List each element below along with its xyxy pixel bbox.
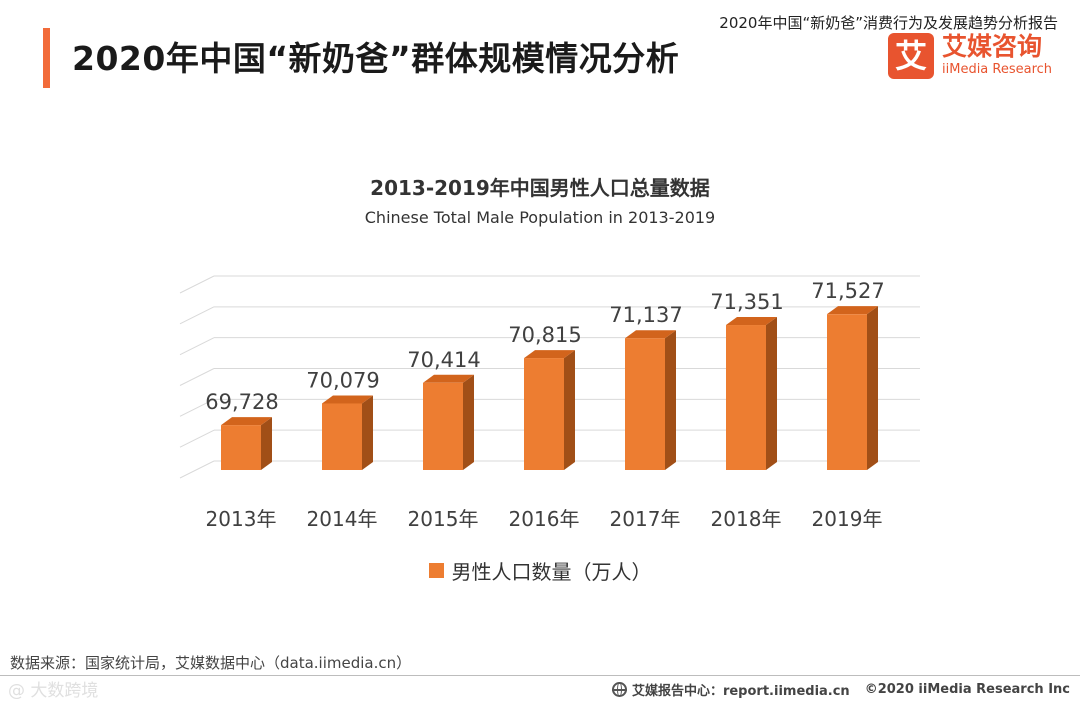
data-label: 71,351 [710, 290, 783, 314]
data-label: 69,728 [205, 390, 278, 414]
iimedia-logo: 艾 艾媒咨询 iiMedia Research [888, 33, 1058, 79]
footer-info: 艾媒报告中心：report.iimedia.cn ©2020 iiMedia R… [611, 680, 1070, 699]
logo-name-cn: 艾媒咨询 [942, 32, 1043, 61]
gridline-depth [179, 429, 215, 448]
data-label: 71,527 [811, 279, 884, 303]
gridline-depth [179, 368, 215, 386]
gridline-depth [179, 275, 215, 294]
bar-side [362, 395, 373, 470]
legend-swatch [428, 563, 444, 578]
bar-top [524, 350, 575, 359]
bar-side [261, 417, 272, 470]
logo-name-en: iiMedia Research [942, 62, 1053, 77]
bar-top [625, 330, 676, 339]
page-title: 2020年中国“新奶爸”群体规模情况分析 [72, 39, 680, 78]
bar-top [423, 374, 474, 383]
watermark: @ 大数跨境 [8, 681, 99, 701]
x-tick-label: 2017年 [610, 507, 681, 531]
bar [423, 382, 463, 470]
globe-icon [611, 682, 627, 697]
chart-subtitle: Chinese Total Male Population in 2013-20… [364, 208, 716, 227]
x-tick-label: 2019年 [812, 507, 883, 531]
bar-side [766, 317, 777, 470]
x-tick-label: 2013年 [206, 507, 277, 531]
logo-mark-icon: 艾 [888, 33, 934, 79]
data-label: 70,079 [306, 368, 379, 392]
legend-label: 男性人口数量（万人） [451, 560, 652, 584]
data-source: 数据来源：国家统计局，艾媒数据中心（data.iimedia.cn） [10, 654, 412, 672]
gridline-depth [179, 306, 215, 325]
gridline-depth [179, 337, 215, 356]
bar-top [726, 317, 777, 326]
bar-top [322, 395, 373, 404]
bar [322, 403, 362, 470]
bar-side [867, 306, 878, 470]
data-label: 70,414 [407, 348, 480, 372]
bar-side [564, 350, 575, 470]
footer-divider [0, 675, 1080, 676]
bar [221, 425, 261, 470]
bar [726, 325, 766, 470]
bar-side [463, 374, 474, 470]
report-name: 2020年中国“新奶爸”消费行为及发展趋势分析报告 [719, 14, 1058, 32]
x-tick-label: 2016年 [509, 507, 580, 531]
x-tick-label: 2018年 [711, 507, 782, 531]
data-label: 71,137 [609, 303, 682, 327]
chart-legend: 男性人口数量（万人） [0, 556, 1080, 585]
bar-top [827, 306, 878, 315]
bar-top [221, 417, 272, 426]
chart-title: 2013-2019年中国男性人口总量数据 [370, 176, 710, 200]
bar-side [665, 330, 676, 470]
bar [625, 338, 665, 470]
x-tick-label: 2014年 [307, 507, 378, 531]
bar [524, 358, 564, 470]
report-center-link[interactable]: 艾媒报告中心：report.iimedia.cn [631, 684, 850, 699]
gridline-depth [179, 460, 215, 479]
title-accent-bar [43, 28, 50, 88]
x-tick-label: 2015年 [408, 507, 479, 531]
copyright: ©2020 iiMedia Research Inc [864, 682, 1070, 697]
gridline-depth [179, 398, 215, 417]
data-label: 70,815 [508, 323, 581, 347]
bar [827, 314, 867, 470]
